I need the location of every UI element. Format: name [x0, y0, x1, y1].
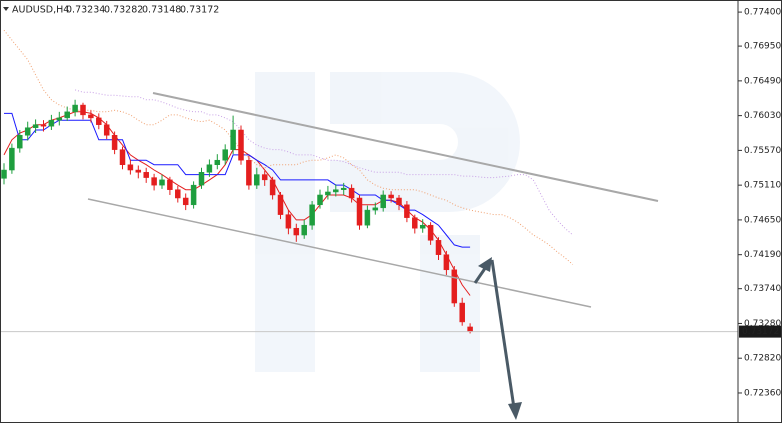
- candle-body: [96, 117, 102, 125]
- y-tick-label: 0.75110: [744, 181, 781, 191]
- candle-body: [380, 194, 386, 209]
- candle-body: [293, 227, 300, 236]
- candle-body: [427, 224, 434, 241]
- candle-body: [32, 124, 39, 128]
- candle-body: [238, 129, 244, 161]
- price-label: 0.73172: [742, 327, 779, 337]
- price-label-bg: [739, 325, 781, 338]
- candle-body: [443, 254, 450, 271]
- candle-body: [135, 169, 142, 173]
- candle-body: [356, 197, 363, 226]
- forecast-arrows: [473, 257, 522, 420]
- header-low: 0.73148: [142, 5, 181, 16]
- indicator-line: [74, 89, 574, 236]
- y-tick-label: 0.73740: [744, 284, 781, 294]
- candle-body: [48, 119, 55, 127]
- candle-body: [159, 179, 165, 186]
- candle-body: [325, 191, 331, 196]
- candle-body: [364, 209, 371, 226]
- candle-body: [404, 204, 410, 218]
- candle-body: [198, 172, 205, 186]
- candle-body: [230, 129, 236, 150]
- header-open: 0.73234: [66, 5, 105, 16]
- candle-body: [56, 117, 63, 121]
- candle-body: [277, 194, 284, 215]
- candle-body: [40, 124, 47, 127]
- candle-body: [348, 187, 355, 199]
- candle-body: [182, 197, 189, 206]
- candle-body: [459, 302, 465, 323]
- y-tick-label: 0.74190: [744, 250, 781, 260]
- candle-body: [246, 159, 252, 186]
- candle-body: [317, 194, 323, 206]
- candle-body: [206, 164, 213, 173]
- candle-body: [119, 149, 126, 165]
- candle-body: [72, 104, 78, 113]
- candle-body: [309, 204, 315, 226]
- candle-body: [127, 164, 134, 171]
- candle-body: [419, 224, 426, 229]
- indicator-line: [4, 112, 471, 248]
- y-tick-label: 0.76950: [744, 42, 781, 52]
- y-tick-label: 0.76490: [744, 76, 781, 86]
- y-tick-label: 0.76030: [744, 111, 781, 121]
- y-tick-label: 0.77400: [744, 8, 781, 18]
- candle-body: [396, 197, 402, 206]
- candle-body: [167, 179, 173, 190]
- candle-body: [88, 114, 94, 119]
- candle-body: [340, 187, 347, 190]
- candle-body: [80, 104, 86, 116]
- candle-body: [17, 135, 23, 149]
- candle-body: [254, 174, 260, 186]
- candle-body: [301, 224, 307, 236]
- candle-body: [388, 194, 394, 199]
- candle-body: [1, 169, 7, 179]
- y-tick-label: 0.73280: [744, 319, 781, 329]
- plot-area: [0, 29, 738, 334]
- candle-body: [222, 149, 228, 161]
- y-tick-label: 0.72360: [744, 388, 781, 398]
- candle-body: [175, 189, 181, 199]
- y-tick-label: 0.72820: [744, 354, 781, 364]
- channel-upper: [152, 92, 659, 202]
- candle-body: [24, 127, 31, 136]
- candle-body: [214, 159, 221, 165]
- header-arrow: [3, 7, 9, 11]
- header-close: 0.73172: [180, 5, 219, 16]
- channel-lower: [87, 198, 592, 308]
- candle-body: [285, 214, 292, 229]
- candle-body: [111, 135, 118, 150]
- candle-body: [269, 179, 276, 196]
- candle-body: [412, 217, 418, 229]
- candle-body: [451, 269, 458, 304]
- candle-body: [103, 124, 110, 136]
- y-tick-label: 0.74650: [744, 215, 781, 225]
- chart-title: AUDUSD,H4: [12, 5, 69, 16]
- y-tick-label: 0.75570: [744, 146, 781, 156]
- header-high: 0.73282: [104, 5, 143, 16]
- candle-body: [9, 147, 15, 171]
- indicator-line: [3, 29, 574, 265]
- candle-body: [143, 172, 149, 178]
- candle-body: [261, 174, 268, 181]
- candle-body: [372, 207, 379, 211]
- candle-body: [190, 184, 197, 206]
- candle-body: [435, 240, 442, 255]
- candle-body: [151, 177, 157, 186]
- candle-body: [467, 326, 473, 332]
- candle-body: [64, 111, 70, 119]
- candle-body: [333, 189, 339, 193]
